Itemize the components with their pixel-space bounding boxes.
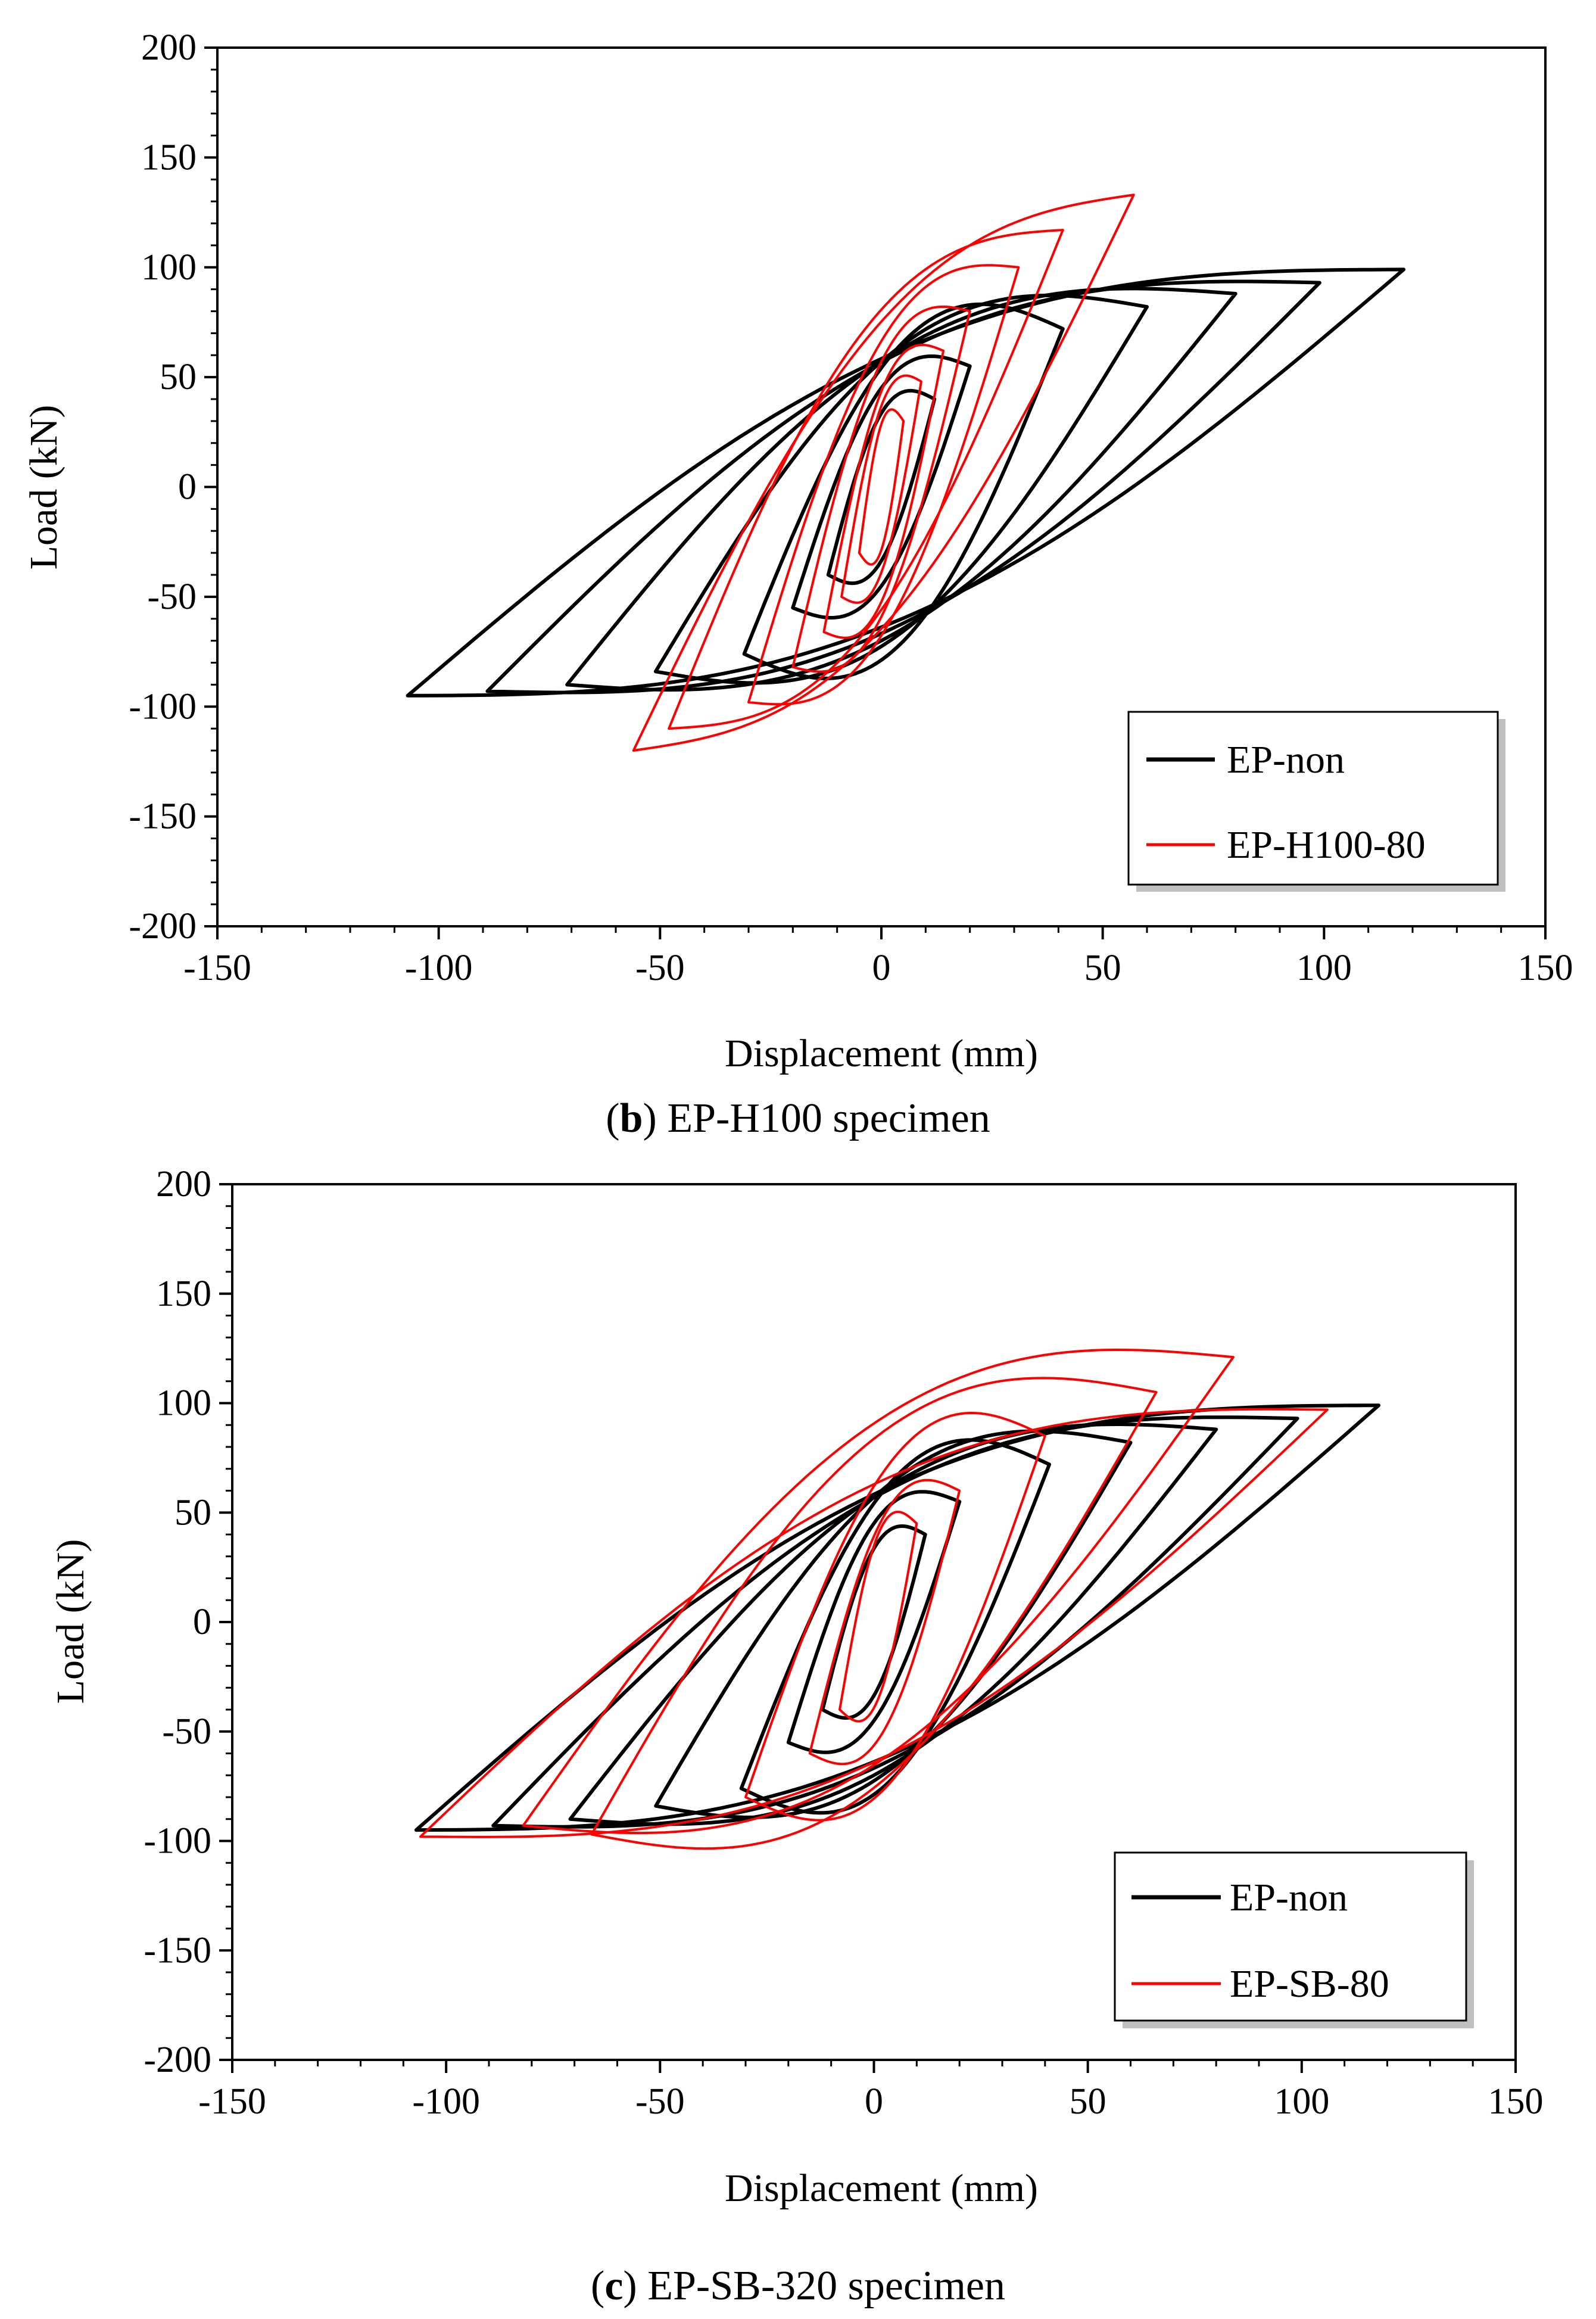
y-tick-label: 100 xyxy=(156,1383,211,1424)
legend-box xyxy=(1114,1851,1467,2022)
y-tick-label: -150 xyxy=(144,1930,211,1971)
series-1-loop-1 xyxy=(840,374,922,604)
y-tick-label: -200 xyxy=(129,906,197,947)
axes-panel-b: -150 -100 -50 0 50 100 150-200-150-100-5005010… xyxy=(129,27,1573,988)
caption-panel-c: (c) EP-SB-320 specimen xyxy=(591,2263,1005,2309)
caption-letter-c: c xyxy=(604,2263,623,2309)
series-0-loop-3 xyxy=(653,293,1149,685)
x-tick-label: -100 xyxy=(412,2081,480,2122)
caption-panel-b: (b) EP-H100 specimen xyxy=(606,1095,990,1141)
axes-panel-c: -150 -100 -50 0 50 100 150-200-150-100-5005010… xyxy=(144,1164,1543,2122)
x-tick-label: 100 xyxy=(1274,2081,1329,2122)
series-0-loop-3 xyxy=(654,1429,1133,1819)
y-tick-label: -150 xyxy=(129,796,197,837)
series-1-loop-1 xyxy=(808,1478,961,1766)
series-0-loop-1 xyxy=(791,354,972,620)
panel-c: -150 -100 -50 0 50 100 150-200-150-100-5005010… xyxy=(49,1164,1544,2309)
x-tick-label: -100 xyxy=(405,948,473,988)
caption-text-c: EP-SB-320 specimen xyxy=(647,2263,1005,2309)
legend-label-ep-h100-80: EP-H100-80 xyxy=(1227,823,1426,867)
y-tick-label: 200 xyxy=(141,27,197,68)
x-tick-label: 150 xyxy=(1488,2081,1544,2122)
series-1-loop-2 xyxy=(744,1412,1046,1822)
caption-text-b: EP-H100 specimen xyxy=(667,1095,990,1141)
curves-panel-c xyxy=(414,1349,1381,1850)
x-tick-label: 100 xyxy=(1296,948,1352,988)
x-tick-label: 150 xyxy=(1518,948,1573,988)
series-1-loop-0 xyxy=(858,408,905,566)
x-axis-title-panel-b: Displacement (mm) xyxy=(725,1032,1038,1075)
legend-panel-c: EP-non EP-SB-80 xyxy=(1114,1851,1474,2028)
series-0-loop-6 xyxy=(414,1403,1381,1832)
y-tick-label: -50 xyxy=(147,577,197,617)
legend-label-ep-sb-80: EP-SB-80 xyxy=(1230,1962,1389,2006)
y-tick-label: 0 xyxy=(193,1602,211,1642)
y-tick-label: -100 xyxy=(144,1821,211,1862)
series-0-loop-6 xyxy=(406,267,1406,698)
series-0-loop-2 xyxy=(739,1438,1051,1815)
y-tick-label: 150 xyxy=(156,1274,211,1314)
x-tick-label: -50 xyxy=(635,2081,685,2122)
x-tick-label: 0 xyxy=(865,2081,883,2122)
y-tick-label: 50 xyxy=(174,1492,211,1533)
legend-panel-b: EP-non EP-H100-80 xyxy=(1127,711,1505,892)
caption-letter-b: b xyxy=(620,1095,643,1141)
panel-b: -150 -100 -50 0 50 100 150-200-150-100-5005010… xyxy=(22,27,1573,1141)
x-tick-label: -150 xyxy=(183,948,251,988)
y-tick-label: 50 xyxy=(160,357,197,397)
series-0-loop-4 xyxy=(565,287,1237,692)
y-axis-title-panel-b: Load (kN) xyxy=(22,405,66,570)
x-tick-label: -150 xyxy=(198,2081,266,2122)
x-axis-title-panel-c: Displacement (mm) xyxy=(725,2167,1038,2210)
x-tick-label: 50 xyxy=(1070,2081,1106,2122)
series-1-loop-4 xyxy=(522,1349,1235,1835)
y-axis-title-panel-c: Load (kN) xyxy=(49,1539,92,1704)
series-0-loop-0 xyxy=(826,388,937,586)
y-tick-label: -200 xyxy=(144,2040,211,2080)
series-1-loop-0 xyxy=(838,1511,918,1723)
series-1-loop-3 xyxy=(791,305,971,673)
curves-panel-b xyxy=(406,194,1406,752)
y-tick-label: 100 xyxy=(141,247,197,288)
x-tick-label: 50 xyxy=(1084,948,1121,988)
legend-label-ep-non: EP-non xyxy=(1227,738,1345,782)
series-1-loop-4 xyxy=(747,264,1020,706)
y-tick-label: 150 xyxy=(141,137,197,178)
y-tick-label: -50 xyxy=(162,1711,211,1752)
y-tick-label: 200 xyxy=(156,1164,211,1204)
x-tick-label: -50 xyxy=(635,948,685,988)
y-tick-label: -100 xyxy=(129,686,197,727)
y-tick-label: 0 xyxy=(178,467,197,508)
legend-box xyxy=(1127,711,1499,886)
x-tick-label: 0 xyxy=(872,948,891,988)
legend-label-ep-non: EP-non xyxy=(1230,1876,1348,1919)
series-1-loop-5 xyxy=(419,1408,1329,1838)
series-1-loop-2 xyxy=(822,344,945,639)
series-0-loop-1 xyxy=(786,1490,962,1754)
series-1-loop-6 xyxy=(632,194,1135,752)
series-1-loop-5 xyxy=(668,229,1064,730)
